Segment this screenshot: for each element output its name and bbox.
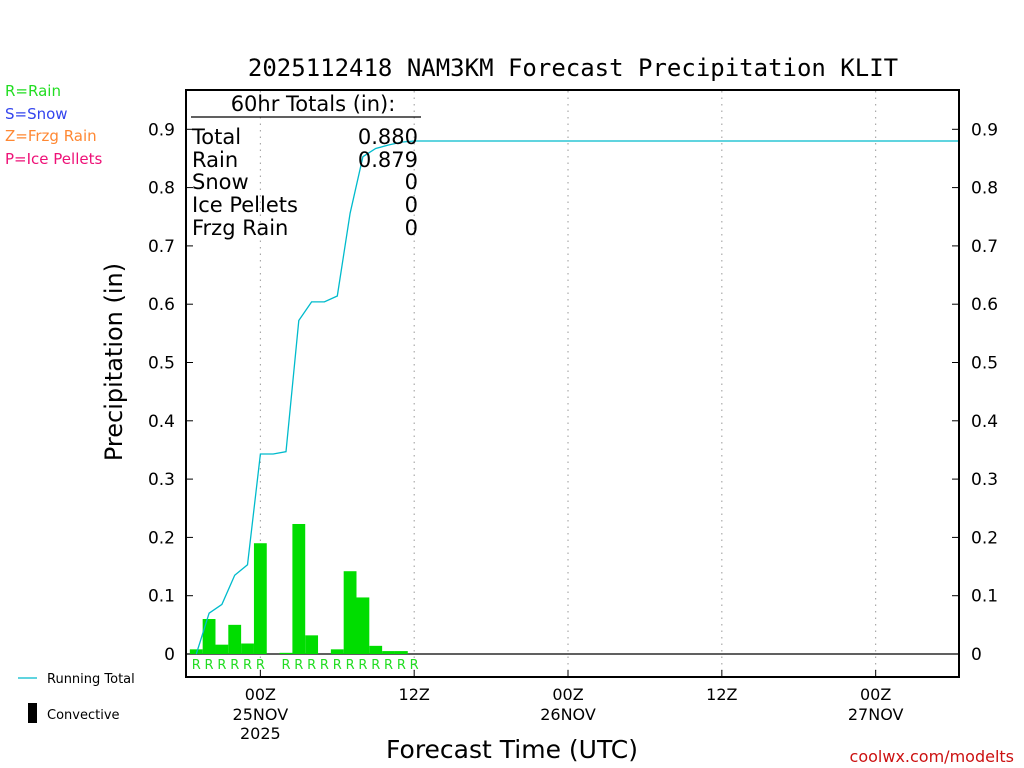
ptype-marker: R (281, 658, 290, 673)
ptype-marker: R (397, 658, 406, 673)
series-legend: Running Total Convective (18, 672, 135, 723)
ptype-marker: R (333, 658, 342, 673)
precip-bar (305, 635, 319, 654)
precip-bar (202, 619, 216, 654)
y-tick-label-left: 0.3 (148, 470, 175, 490)
y-tick-label-right: 0.1 (971, 587, 998, 607)
precip-bar (189, 649, 203, 654)
y-tick-label-right: 0.7 (971, 237, 998, 257)
ptype-marker: R (371, 658, 380, 673)
ptype-marker: R (384, 658, 393, 673)
precip-bar (382, 651, 395, 654)
chart-title: 2025112418 NAM3KM Forecast Precipitation… (248, 54, 898, 82)
x-tick-date: 26NOV (540, 705, 596, 724)
ptype-marker: R (230, 658, 239, 673)
precip-bar (228, 624, 242, 654)
precip-bar (343, 571, 357, 654)
ptype-marker: R (256, 658, 265, 673)
precip-bar (215, 644, 229, 654)
x-tick-label: 00Z (860, 685, 891, 704)
precip-bar (279, 652, 293, 654)
ptype-marker: R (217, 658, 226, 673)
precip-bar (356, 597, 370, 654)
y-tick-label-right: 0.6 (971, 295, 998, 315)
x-tick-label: 00Z (245, 685, 276, 704)
y-tick-label-right: 0.2 (971, 528, 998, 548)
totals-row-rain-name: Rain (192, 148, 238, 172)
y-tick-label-left: 0.7 (148, 237, 175, 257)
convective-legend-label: Convective (47, 708, 120, 723)
running-total-legend-label: Running Total (47, 672, 135, 687)
x-tick-label: 12Z (706, 685, 737, 704)
y-tick-label-right: 0.4 (971, 412, 998, 432)
ptype-marker: R (358, 658, 367, 673)
y-tick-label-left: 0.1 (148, 587, 175, 607)
precip-bar (394, 651, 408, 654)
y-tick-label-right: 0.5 (971, 354, 998, 374)
precip-bar (241, 643, 254, 654)
y-tick-label-right: 0.8 (971, 179, 998, 199)
type-legend-frzg-rain: Z=Frzg Rain (5, 127, 97, 145)
x-tick-date: 27NOV (848, 705, 904, 724)
y-tick-label-left: 0.6 (148, 295, 175, 315)
x-tick-label: 00Z (552, 685, 583, 704)
credit-text: coolwx.com/modelts (850, 747, 1014, 766)
totals-row-snow-value: 0 (405, 170, 418, 194)
y-tick-label-right: 0 (971, 645, 982, 665)
type-legend-rain: R=Rain (5, 82, 61, 100)
y-tick-label-left: 0.8 (148, 179, 175, 199)
ptype-marker: R (294, 658, 303, 673)
ptype-marker: R (307, 658, 316, 673)
totals-row-frzg-rain-value: 0 (405, 216, 418, 240)
totals-row-total-name: Total (191, 125, 241, 149)
type-legend: R=Rain S=Snow Z=Frzg Rain P=Ice Pellets (5, 82, 102, 168)
x-tick-year: 2025 (240, 724, 281, 743)
y-axis-label: Precipitation (in) (100, 263, 128, 461)
totals-row-ice-pellets-value: 0 (405, 193, 418, 217)
ptype-marker: R (192, 658, 201, 673)
ptype-marker: R (346, 658, 355, 673)
totals-row-ice-pellets-name: Ice Pellets (192, 193, 298, 217)
y-tick-label-left: 0 (164, 645, 175, 665)
plot-frame (185, 89, 960, 678)
y-tick-label-left: 0.5 (148, 354, 175, 374)
ptype-marker: R (410, 658, 419, 673)
precip-bar (292, 523, 306, 654)
y-tick-label-left: 0.4 (148, 412, 175, 432)
totals-heading: 60hr Totals (in): (231, 92, 396, 116)
x-tick-label: 12Z (399, 685, 430, 704)
totals-box: 60hr Totals (in): Total 0.880 Rain 0.879… (191, 92, 421, 240)
y-tick-label-right: 0.9 (971, 120, 998, 140)
precip-bar (369, 645, 383, 654)
running-total-line (195, 140, 959, 655)
totals-row-rain-value: 0.879 (358, 148, 418, 172)
y-tick-label-left: 0.2 (148, 528, 175, 548)
totals-row-snow-name: Snow (192, 170, 249, 194)
y-tick-label-right: 0.3 (971, 470, 998, 490)
convective-legend-swatch (28, 703, 37, 723)
totals-row-frzg-rain-name: Frzg Rain (192, 216, 288, 240)
ptype-marker: R (205, 658, 214, 673)
bar-layer (189, 523, 408, 654)
ptype-marker: R (320, 658, 329, 673)
line-layer (195, 140, 959, 655)
precip-bar (330, 649, 344, 654)
type-legend-ice-pellets: P=Ice Pellets (5, 150, 102, 168)
totals-row-total-value: 0.880 (358, 125, 418, 149)
precip-bar (253, 543, 267, 654)
x-axis-label: Forecast Time (UTC) (386, 735, 638, 764)
ptype-marker: R (243, 658, 252, 673)
x-tick-date: 25NOV (233, 705, 289, 724)
y-tick-label-left: 0.9 (148, 120, 175, 140)
type-legend-snow: S=Snow (5, 105, 68, 123)
